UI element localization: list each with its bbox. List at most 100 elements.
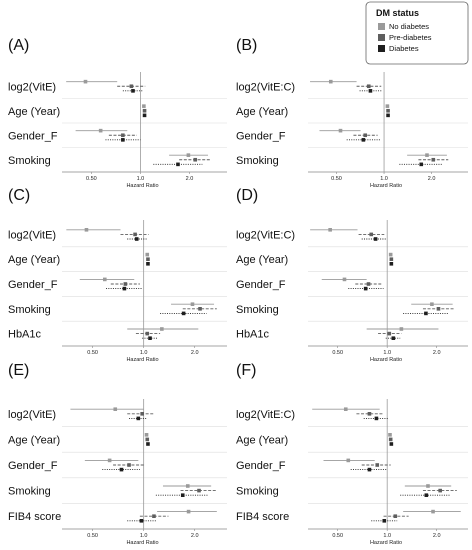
legend-item: No diabetes [389, 22, 429, 31]
row-label: log2(VitE) [8, 229, 56, 241]
point-estimate [366, 282, 371, 286]
point-estimate [129, 84, 134, 89]
row-label: log2(VitE:C) [236, 229, 295, 241]
row-label: Gender_F [236, 460, 286, 472]
x-tick-label: 2.0 [433, 533, 441, 539]
row-label: Age (Year) [8, 434, 60, 446]
point-estimate [436, 307, 441, 311]
panel-label: (A) [8, 37, 29, 54]
point-estimate [328, 79, 333, 84]
legend-swatch [378, 34, 385, 41]
point-estimate [148, 336, 152, 340]
point-estimate [386, 108, 390, 113]
point-estimate [389, 257, 394, 261]
point-estimate [343, 407, 348, 411]
row-label: log2(VitE) [8, 409, 56, 421]
legend: DM status No diabetes Pre-diabetes Diabetes [365, 1, 469, 65]
point-estimate [123, 282, 128, 286]
legend-box [365, 1, 469, 65]
point-estimate [185, 484, 190, 488]
point-estimate [139, 519, 144, 523]
x-tick-label: 0.50 [331, 176, 342, 182]
point-estimate [146, 262, 150, 266]
panel-label: (F) [236, 362, 256, 379]
point-estimate [193, 157, 198, 162]
point-estimate [382, 519, 387, 523]
point-estimate [375, 463, 380, 467]
legend-swatch [378, 45, 385, 52]
point-estimate [176, 162, 180, 167]
point-estimate [134, 237, 139, 241]
row-label: Age (Year) [8, 106, 60, 118]
x-tick-label: 0.50 [332, 533, 343, 539]
row-label: Gender_F [8, 130, 58, 142]
point-estimate [389, 442, 394, 446]
point-estimate [424, 493, 429, 497]
x-tick-label: 1.0 [383, 350, 391, 356]
point-estimate [190, 302, 195, 306]
point-estimate [346, 458, 351, 463]
point-estimate [136, 416, 141, 421]
x-tick-label: 1.0 [140, 533, 148, 539]
x-tick-label: 2.0 [186, 176, 194, 182]
point-estimate [144, 433, 149, 437]
legend-swatch [378, 23, 385, 30]
point-estimate [431, 157, 436, 162]
point-estimate [426, 484, 430, 488]
panel-label: (D) [236, 187, 258, 204]
forest-panel-d: (D) 0.50 1.0 2.0 Hazard Ratio log2(VitE:C) Age… [236, 187, 468, 363]
x-axis-title: Hazard Ratio [370, 183, 402, 189]
point-estimate [399, 327, 404, 331]
point-estimate [338, 128, 343, 133]
point-estimate [389, 262, 394, 266]
point-estimate [386, 113, 390, 118]
row-label: Age (Year) [236, 106, 288, 118]
point-estimate [121, 138, 125, 142]
row-label: log2(VitE:C) [236, 81, 295, 93]
panel-label: (E) [8, 362, 29, 379]
point-estimate [367, 412, 372, 416]
point-estimate [102, 277, 107, 282]
row-label: HbA1c [236, 329, 270, 341]
point-estimate [180, 493, 185, 497]
x-tick-label: 2.0 [428, 176, 436, 182]
point-estimate [197, 488, 201, 493]
point-estimate [133, 232, 137, 237]
point-estimate [119, 467, 124, 472]
x-tick-label: 0.50 [87, 533, 98, 539]
x-tick-label: 2.0 [433, 350, 441, 356]
point-estimate [146, 257, 150, 261]
point-estimate [388, 433, 392, 437]
row-label: Smoking [8, 486, 51, 498]
row-label: Gender_F [8, 279, 58, 291]
row-label: Gender_F [8, 460, 58, 472]
panel-label: (C) [8, 187, 30, 204]
x-tick-label: 1.0 [140, 350, 148, 356]
row-label: Gender_F [236, 279, 286, 291]
x-tick-label: 0.50 [87, 350, 98, 356]
point-estimate [363, 133, 368, 138]
row-label: Smoking [8, 304, 51, 316]
point-estimate [145, 331, 150, 336]
forest-panel-e: (E) 0.50 1.0 2.0 Hazard Ratio log2(VitE) Age (… [8, 362, 227, 546]
point-estimate [424, 311, 428, 316]
point-estimate [438, 488, 442, 493]
point-estimate [387, 331, 392, 336]
x-tick-label: 0.50 [86, 176, 97, 182]
point-estimate [419, 162, 424, 167]
row-label: FIB4 score [8, 511, 61, 523]
x-axis-title: Hazard Ratio [126, 183, 158, 189]
row-label: log2(VitE) [8, 81, 56, 93]
point-estimate [181, 311, 186, 316]
point-estimate [122, 286, 127, 291]
row-label: Smoking [236, 155, 279, 167]
x-axis-title: Hazard Ratio [126, 540, 158, 546]
row-label: log2(VitE:C) [236, 409, 295, 421]
point-estimate [361, 138, 366, 142]
x-axis-title: Hazard Ratio [370, 357, 402, 363]
point-estimate [431, 509, 435, 514]
point-estimate [368, 89, 373, 93]
point-estimate [388, 252, 393, 257]
point-estimate [83, 79, 88, 84]
